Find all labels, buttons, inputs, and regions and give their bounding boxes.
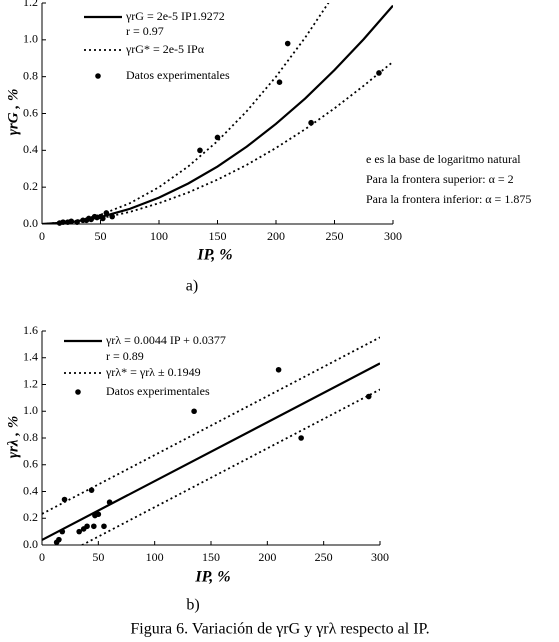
annotation: e es la base de logaritmo natural <box>366 152 521 166</box>
y-tick-label: 0.4 <box>23 483 38 497</box>
legend-label: γrλ* = γrλ ± 0.1949 <box>105 365 201 379</box>
data-point <box>298 435 304 441</box>
data-point <box>276 79 283 85</box>
series-line <box>42 3 330 224</box>
y-tick-label: 0.8 <box>23 430 38 444</box>
y-tick-label: 0.4 <box>23 142 38 156</box>
data-point <box>59 528 66 535</box>
y-tick-label: 1.0 <box>23 403 38 417</box>
data-point <box>56 536 62 543</box>
legend-marker <box>75 389 81 395</box>
panel-label: b) <box>186 597 199 614</box>
data-point <box>60 219 66 225</box>
x-axis-label: IP, % <box>194 569 230 586</box>
series-line <box>42 362 380 541</box>
caption: Figura 6. Variación de γrG y γrλ respect… <box>130 621 429 638</box>
data-point <box>91 523 97 530</box>
y-axis-label: γrλ , % <box>5 416 21 458</box>
legend-marker <box>95 73 101 79</box>
data-point <box>88 487 95 493</box>
y-tick-label: 1.6 <box>23 323 38 337</box>
data-point <box>109 213 115 220</box>
annotation: Para la frontera inferior: α = 1.875 <box>366 192 531 206</box>
legend-label: Datos experimentales <box>126 68 230 82</box>
series-line <box>42 4 393 224</box>
y-tick-label: 1.2 <box>23 376 38 390</box>
x-tick-label: 300 <box>371 550 389 564</box>
data-point <box>74 219 80 225</box>
data-point <box>275 366 282 373</box>
legend-label: Datos experimentales <box>106 384 210 398</box>
x-tick-label: 250 <box>326 229 344 243</box>
data-point <box>197 147 203 154</box>
panel-label: a) <box>186 278 198 295</box>
data-point <box>308 119 314 126</box>
series-line <box>80 388 380 545</box>
y-tick-label: 0.8 <box>23 68 38 82</box>
legend-label: γrG* = 2e-5 IPα <box>125 42 205 56</box>
x-tick-label: 200 <box>267 229 285 243</box>
y-tick-label: 0.0 <box>23 537 38 551</box>
x-axis-label: IP, % <box>196 247 232 264</box>
x-tick-label: 250 <box>315 550 333 564</box>
y-tick-label: 0.0 <box>23 216 38 230</box>
annotation: Para la frontera superior: α = 2 <box>366 172 514 186</box>
y-axis-label: γrG , % <box>5 89 21 136</box>
y-tick-label: 1.4 <box>23 350 38 364</box>
data-point <box>101 523 107 530</box>
data-point <box>84 523 90 530</box>
x-tick-label: 300 <box>384 229 402 243</box>
data-point <box>68 218 75 225</box>
data-point <box>284 40 291 47</box>
x-tick-label: 150 <box>209 229 227 243</box>
legend-label: γrG = 2e-5 IP1.9272 <box>125 9 225 23</box>
y-tick-label: 0.6 <box>23 457 38 471</box>
x-tick-label: 100 <box>150 229 168 243</box>
data-point <box>95 511 102 518</box>
y-tick-label: 1.2 <box>23 0 38 9</box>
series-line <box>42 61 393 224</box>
x-tick-label: 150 <box>202 550 220 564</box>
data-point <box>106 499 113 506</box>
data-point <box>100 215 106 222</box>
x-tick-label: 50 <box>92 550 104 564</box>
x-tick-label: 0 <box>39 550 45 564</box>
data-point <box>365 393 372 400</box>
y-tick-label: 1.0 <box>23 32 38 46</box>
x-tick-label: 200 <box>258 550 276 564</box>
data-point <box>376 70 382 76</box>
data-point <box>103 210 110 216</box>
data-point <box>61 496 68 503</box>
y-tick-label: 0.2 <box>23 179 38 193</box>
x-tick-label: 100 <box>146 550 164 564</box>
legend-note: r = 0.89 <box>106 349 144 363</box>
legend-label: γrλ = 0.0044 IP + 0.0377 <box>105 333 226 347</box>
legend-note: r = 0.97 <box>126 24 164 38</box>
y-tick-label: 0.6 <box>23 105 38 119</box>
data-point <box>76 528 82 535</box>
data-point <box>191 408 197 415</box>
x-tick-label: 50 <box>95 229 107 243</box>
x-tick-label: 0 <box>39 229 45 243</box>
y-tick-label: 0.2 <box>23 510 38 524</box>
data-point <box>214 134 221 141</box>
series-line <box>42 336 380 515</box>
